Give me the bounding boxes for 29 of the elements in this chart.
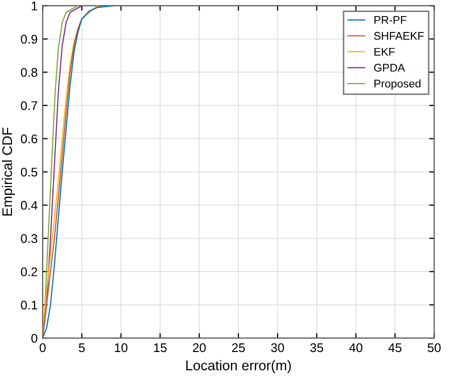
y-axis-title: Empirical CDF (2, 128, 15, 216)
y-tick-label: 0 (31, 334, 38, 343)
x-tick-label: 0 (40, 343, 46, 352)
y-tick-label: 0.3 (20, 234, 38, 244)
x-tick-label: 40 (349, 343, 362, 352)
y-tick-label: 0.5 (20, 168, 38, 177)
x-tick-label: 5 (78, 343, 85, 352)
y-tick-label: 0.2 (20, 267, 38, 276)
y-tick-label: 1 (32, 2, 38, 10)
legend-label: EKF (374, 48, 395, 56)
x-tick-label: 10 (114, 343, 128, 352)
x-axis-title: Location error(m) (186, 360, 291, 374)
legend-label: PR-PF (374, 16, 406, 24)
legend-label: GPDA (374, 64, 406, 72)
y-tick-label: 0.6 (20, 134, 38, 144)
y-tick-label: 0.7 (20, 101, 38, 110)
x-tick-label: 25 (232, 343, 245, 352)
y-tick-label: 0.4 (20, 200, 38, 210)
y-tick-label: 0.1 (20, 300, 38, 310)
x-tick-label: 50 (428, 343, 441, 352)
y-tick-label: 0.8 (20, 68, 38, 77)
x-tick-label: 30 (271, 343, 284, 352)
x-tick-label: 20 (192, 343, 206, 352)
x-tick-label: 35 (310, 343, 324, 352)
legend-label: SHFAEKF (374, 32, 424, 40)
legend-label: Proposed (374, 79, 420, 90)
x-tick-label: 15 (154, 343, 167, 352)
y-tick-label: 0.9 (20, 34, 38, 44)
x-tick-label: 45 (388, 343, 402, 352)
